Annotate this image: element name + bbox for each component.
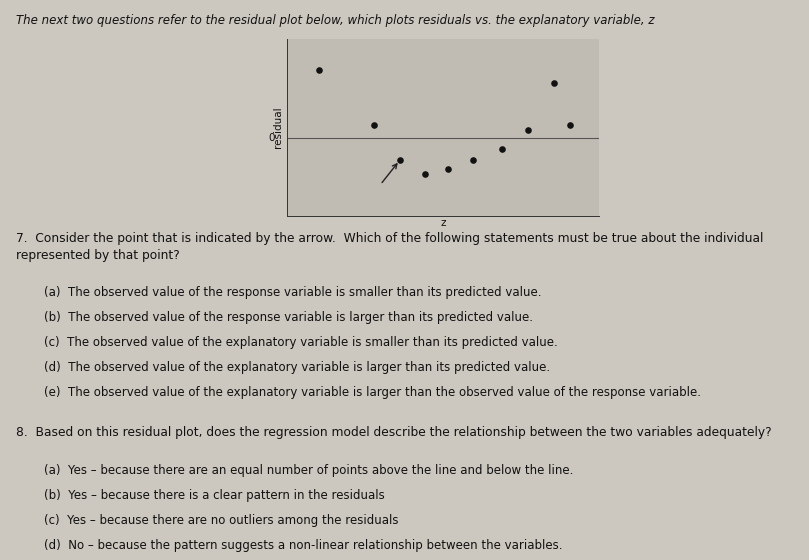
Text: (a)  The observed value of the response variable is smaller than its predicted v: (a) The observed value of the response v… — [44, 286, 542, 298]
Text: 0: 0 — [269, 133, 275, 143]
Text: (b)  Yes – because there is a clear pattern in the residuals: (b) Yes – because there is a clear patte… — [44, 489, 385, 502]
Text: (c)  The observed value of the explanatory variable is smaller than its predicte: (c) The observed value of the explanator… — [44, 336, 558, 349]
Point — [441, 165, 454, 174]
X-axis label: z: z — [440, 218, 446, 228]
Point — [313, 66, 326, 74]
Text: The next two questions refer to the residual plot below, which plots residuals v: The next two questions refer to the resi… — [16, 14, 654, 27]
Point — [547, 79, 560, 88]
Point — [419, 169, 432, 178]
Text: 8.  Based on this residual plot, does the regression model describe the relation: 8. Based on this residual plot, does the… — [16, 426, 772, 438]
Text: (d)  The observed value of the explanatory variable is larger than its predicted: (d) The observed value of the explanator… — [44, 361, 551, 374]
Text: 7.  Consider the point that is indicated by the arrow.  Which of the following s: 7. Consider the point that is indicated … — [16, 232, 764, 263]
Point — [367, 121, 380, 130]
Text: (b)  The observed value of the response variable is larger than its predicted va: (b) The observed value of the response v… — [44, 311, 533, 324]
Text: (c)  Yes – because there are no outliers among the residuals: (c) Yes – because there are no outliers … — [44, 514, 399, 527]
Point — [496, 145, 509, 154]
Text: (e)  The observed value of the explanatory variable is larger than the observed : (e) The observed value of the explanator… — [44, 386, 701, 399]
Point — [563, 121, 576, 130]
Y-axis label: residual: residual — [273, 106, 283, 148]
Text: (a)  Yes – because there are an equal number of points above the line and below : (a) Yes – because there are an equal num… — [44, 464, 574, 477]
Text: (d)  No – because the pattern suggests a non-linear relationship between the var: (d) No – because the pattern suggests a … — [44, 539, 563, 552]
Point — [393, 156, 406, 165]
Point — [467, 156, 480, 165]
Point — [522, 125, 535, 134]
